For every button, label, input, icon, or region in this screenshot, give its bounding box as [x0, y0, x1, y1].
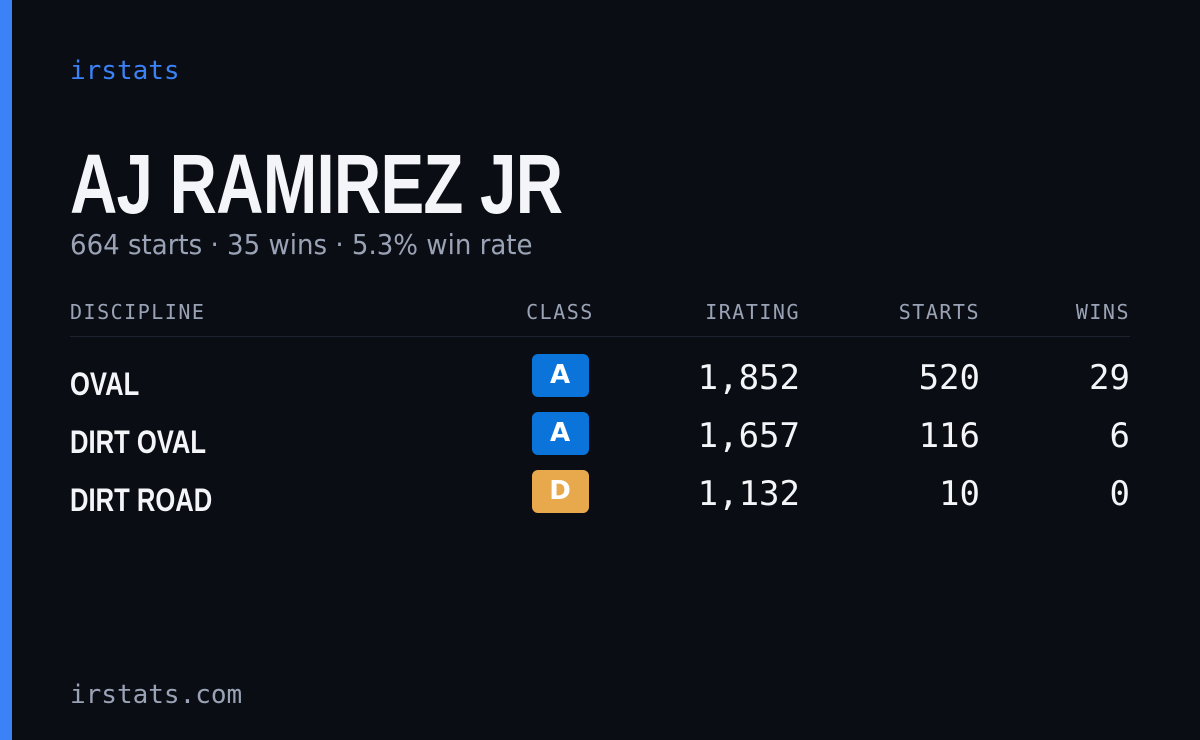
footer: irstats.com: [70, 680, 243, 710]
wins: 29: [1089, 358, 1130, 398]
class-badge: D: [531, 470, 589, 513]
discipline: DIRT OVAL: [70, 424, 207, 460]
driver-name: AJ RAMIREZ JR: [70, 137, 563, 231]
class-badge: A: [531, 354, 589, 397]
column-header: CLASS: [526, 300, 594, 324]
column-header: DISCIPLINE: [70, 300, 206, 324]
class-badge: A: [531, 412, 589, 455]
summary: 664 starts · 35 wins · 5.3% win rate: [70, 228, 533, 261]
column-header: IRATING: [705, 300, 800, 324]
irating: 1,132: [697, 474, 800, 514]
column-header: WINS: [1075, 300, 1130, 324]
wins: 6: [1109, 416, 1130, 456]
discipline: DIRT ROAD: [70, 482, 213, 518]
brand: irstats: [70, 56, 180, 86]
wins: 0: [1109, 474, 1130, 514]
irating: 1,657: [697, 416, 800, 456]
accent-stripe: [0, 0, 12, 740]
header-rule: [70, 336, 1130, 337]
starts: 520: [918, 358, 980, 398]
starts: 10: [939, 474, 980, 514]
starts: 116: [918, 416, 980, 456]
column-header: STARTS: [898, 300, 980, 324]
discipline: OVAL: [70, 366, 140, 402]
irating: 1,852: [697, 358, 800, 398]
